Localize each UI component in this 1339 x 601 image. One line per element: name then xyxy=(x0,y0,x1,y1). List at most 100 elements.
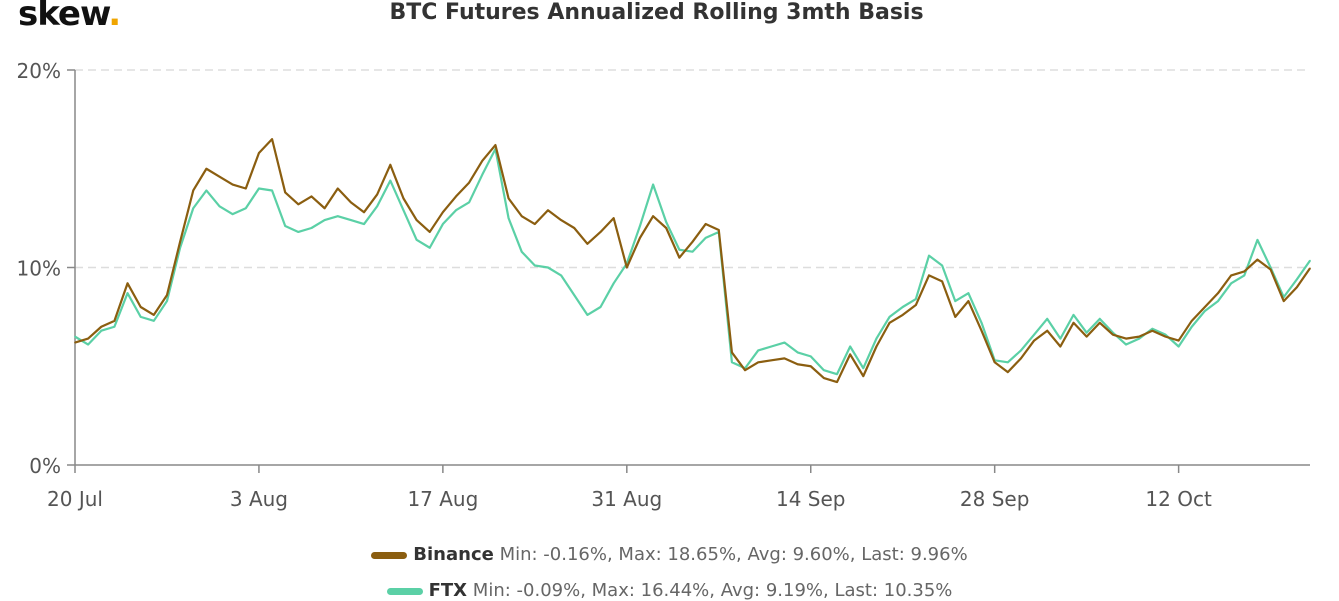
data-point-binance xyxy=(1085,335,1088,338)
data-point-ftx xyxy=(231,213,234,215)
data-point-binance xyxy=(350,201,352,204)
data-point-binance xyxy=(415,219,418,221)
data-point-ftx xyxy=(849,345,851,348)
data-point-ftx xyxy=(547,266,549,269)
x-tick-label: 20 Jul xyxy=(47,487,103,511)
data-point-ftx xyxy=(455,209,457,212)
data-point-binance xyxy=(928,274,930,277)
data-point-binance xyxy=(757,361,759,364)
data-point-ftx xyxy=(586,314,589,316)
data-point-ftx xyxy=(704,237,707,239)
data-point-binance xyxy=(1243,270,1246,273)
data-point-binance xyxy=(284,191,287,194)
data-point-ftx xyxy=(1125,343,1127,346)
data-point-binance xyxy=(363,211,365,213)
data-point-binance xyxy=(297,203,300,206)
data-point-binance xyxy=(1098,322,1101,324)
data-point-binance xyxy=(954,316,957,318)
data-point-binance xyxy=(849,353,851,356)
data-point-binance xyxy=(402,197,405,200)
data-point-ftx xyxy=(258,187,260,190)
data-point-binance xyxy=(507,197,510,200)
data-point-ftx xyxy=(1217,300,1219,302)
data-point-ftx xyxy=(888,316,891,318)
data-point-binance xyxy=(915,304,917,306)
data-point-binance xyxy=(836,381,838,383)
data-point-ftx xyxy=(442,223,444,225)
data-point-binance xyxy=(153,314,155,316)
data-point-binance xyxy=(691,241,694,243)
data-point-binance xyxy=(770,359,773,362)
data-point-ftx xyxy=(967,292,970,294)
data-point-binance xyxy=(1033,339,1035,342)
data-point-ftx xyxy=(297,231,300,233)
data-point-ftx xyxy=(428,246,431,249)
data-point-binance xyxy=(1217,292,1219,294)
y-tick-label: 10% xyxy=(17,257,61,281)
data-point-binance xyxy=(258,152,260,154)
data-point-binance xyxy=(192,189,195,192)
data-point-binance xyxy=(731,351,733,354)
data-point-binance xyxy=(74,341,76,344)
data-point-binance xyxy=(744,369,746,372)
data-point-binance xyxy=(231,183,234,186)
data-point-binance xyxy=(1309,267,1311,270)
legend-item-binance[interactable]: Binance Min: -0.16%, Max: 18.65%, Avg: 9… xyxy=(0,544,1339,565)
x-tick-label: 14 Sep xyxy=(776,487,846,511)
data-point-ftx xyxy=(74,335,76,338)
data-point-binance xyxy=(1125,337,1127,340)
data-point-ftx xyxy=(599,306,602,308)
data-point-binance xyxy=(1230,274,1232,277)
data-point-ftx xyxy=(980,322,983,324)
data-point-binance xyxy=(428,231,431,233)
data-point-ftx xyxy=(1138,337,1141,340)
data-point-ftx xyxy=(218,205,221,208)
data-point-ftx xyxy=(901,306,904,308)
data-point-ftx xyxy=(100,329,103,332)
data-point-ftx xyxy=(389,179,392,182)
data-point-ftx xyxy=(809,355,812,358)
data-point-binance xyxy=(1177,339,1180,342)
data-point-binance xyxy=(1296,286,1298,289)
x-tick-label: 28 Sep xyxy=(960,487,1030,511)
data-point-binance xyxy=(1269,268,1272,271)
data-point-binance xyxy=(113,320,116,322)
data-point-binance xyxy=(665,227,668,229)
data-point-ftx xyxy=(1085,331,1088,334)
data-point-binance xyxy=(796,363,799,366)
legend-name-binance: Binance xyxy=(413,544,494,565)
data-point-ftx xyxy=(139,316,142,318)
data-point-binance xyxy=(639,237,641,239)
data-point-ftx xyxy=(783,341,786,344)
data-point-ftx xyxy=(836,373,838,375)
data-point-binance xyxy=(980,329,983,332)
data-point-ftx xyxy=(87,343,89,346)
data-point-binance xyxy=(967,300,970,302)
data-point-binance xyxy=(1204,306,1206,308)
data-point-binance xyxy=(442,211,444,213)
data-point-binance xyxy=(547,209,549,212)
data-point-binance xyxy=(1138,335,1141,338)
data-point-ftx xyxy=(862,367,865,370)
data-point-binance xyxy=(1282,300,1285,302)
data-point-ftx xyxy=(310,227,313,229)
data-point-binance xyxy=(166,294,168,296)
data-point-ftx xyxy=(376,205,378,208)
x-tick-label: 31 Aug xyxy=(591,487,662,511)
data-point-ftx xyxy=(639,225,641,227)
data-point-ftx xyxy=(1309,259,1311,262)
data-point-ftx xyxy=(757,349,759,352)
data-point-binance xyxy=(599,231,602,233)
data-point-binance xyxy=(586,243,589,245)
data-point-ftx xyxy=(954,300,957,302)
x-tick-label: 3 Aug xyxy=(230,487,288,511)
data-point-binance xyxy=(862,375,865,377)
data-point-binance xyxy=(888,322,891,324)
data-point-ftx xyxy=(192,207,195,210)
data-point-binance xyxy=(901,314,904,316)
data-point-ftx xyxy=(350,219,352,221)
data-point-binance xyxy=(376,193,378,196)
legend-item-ftx[interactable]: FTX Min: -0.09%, Max: 16.44%, Avg: 9.19%… xyxy=(0,580,1339,601)
data-point-binance xyxy=(520,215,523,217)
